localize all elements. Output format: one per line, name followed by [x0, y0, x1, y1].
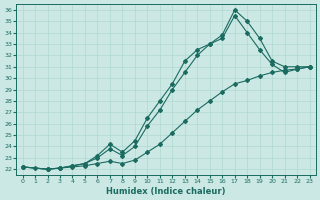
X-axis label: Humidex (Indice chaleur): Humidex (Indice chaleur) — [106, 187, 226, 196]
